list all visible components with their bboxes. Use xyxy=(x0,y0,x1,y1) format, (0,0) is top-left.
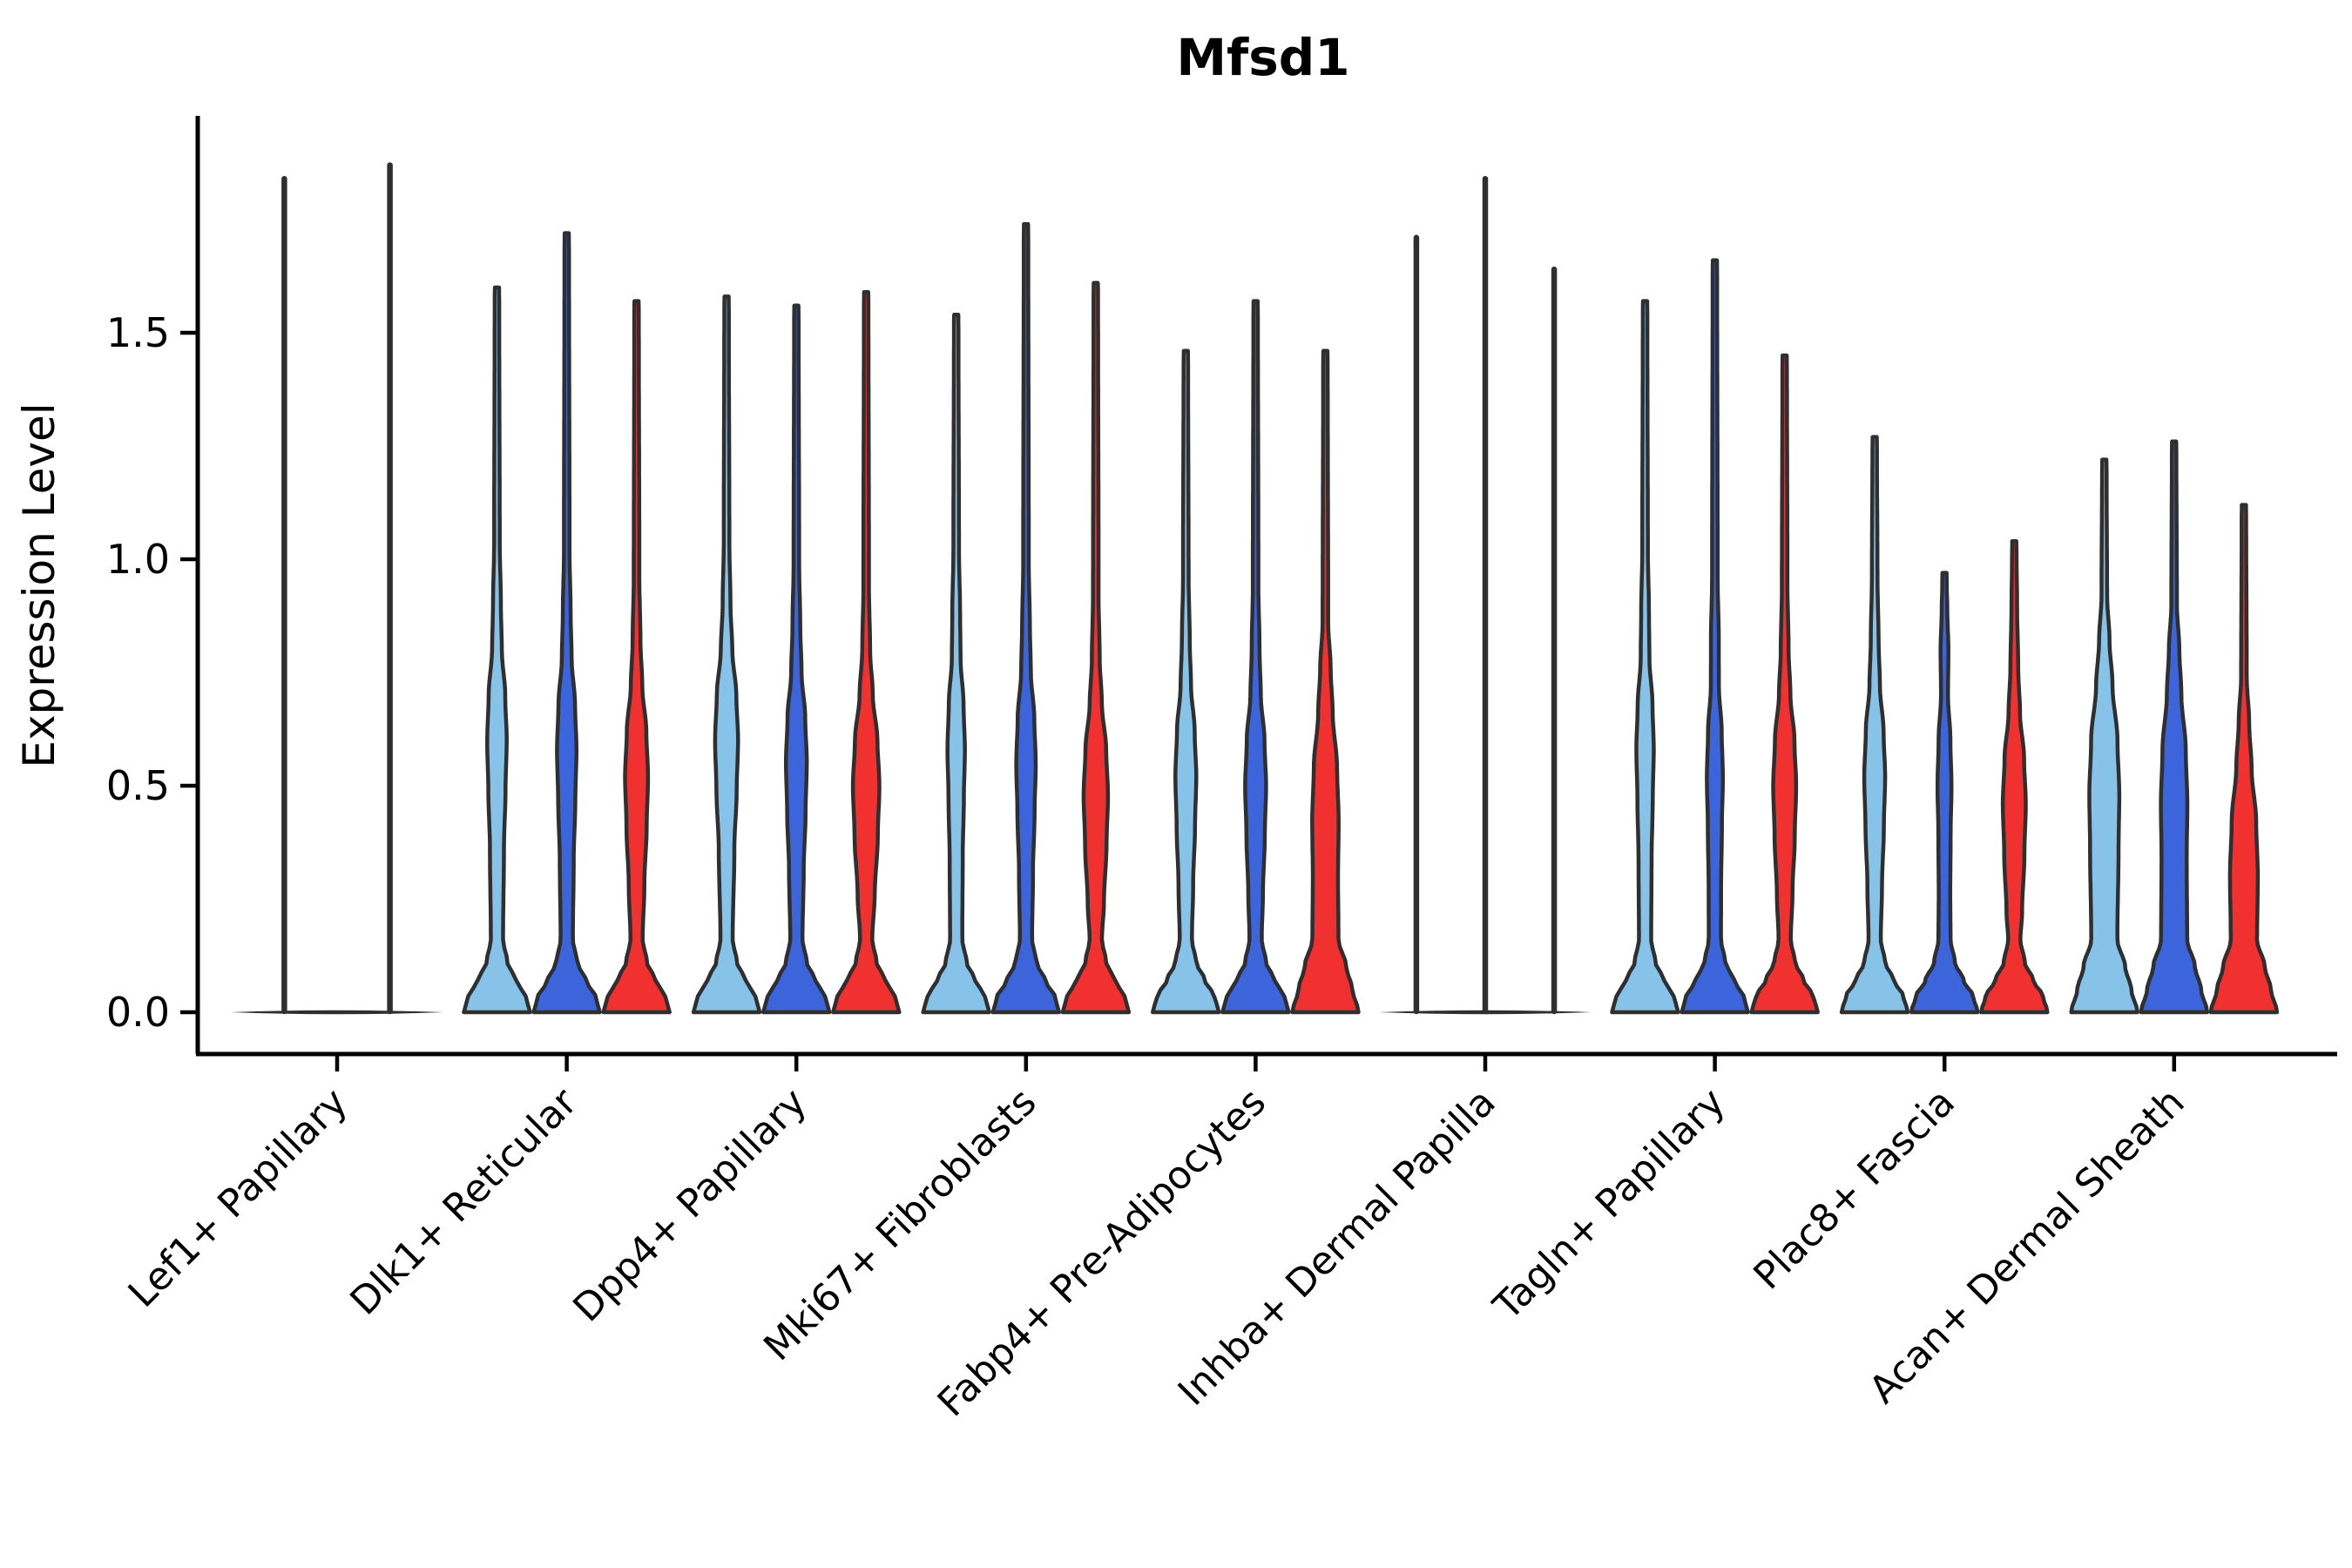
violin-sample-royal-blue xyxy=(760,303,832,1015)
violin-sample-royal-blue xyxy=(1680,258,1750,1015)
x-tick-label: Lef1+ Papillary xyxy=(120,1080,356,1316)
violin-sample-light-blue xyxy=(691,294,762,1015)
x-tick-label: Plac8+ Fascia xyxy=(1745,1080,1963,1299)
collapsed-violin-baseline xyxy=(231,1010,443,1015)
x-tick-label: Tagln+ Papillary xyxy=(1484,1080,1734,1329)
violin-group xyxy=(462,231,672,1015)
violin-sample-red xyxy=(1290,348,1361,1015)
y-tick-label: 0.0 xyxy=(106,989,170,1036)
violin-sample-red xyxy=(1060,280,1132,1015)
violin-group xyxy=(231,162,443,1015)
y-tick-label: 0.5 xyxy=(106,762,170,809)
violin-group xyxy=(1610,258,1820,1015)
violin-sample-royal-blue xyxy=(990,221,1062,1015)
x-tick-label: Dpp4+ Papillary xyxy=(564,1080,815,1331)
y-tick-label: 1.0 xyxy=(106,536,170,583)
violin-sample-light-blue xyxy=(921,312,991,1015)
violin-sample-red xyxy=(1749,353,1820,1015)
violin-sample-light-blue xyxy=(1151,348,1221,1015)
y-axis-label: Expression Level xyxy=(14,402,64,767)
violin-sample-royal-blue xyxy=(531,231,602,1015)
violin-group xyxy=(1839,435,2050,1015)
violin-sample-light-blue xyxy=(2069,457,2139,1015)
violin-sample-light-blue xyxy=(1839,435,1910,1015)
violin-sample-red xyxy=(2208,503,2280,1015)
violin-sample-light-blue xyxy=(462,285,532,1015)
violin-group xyxy=(921,221,1132,1015)
violin-group xyxy=(691,289,902,1015)
chart-title: Mfsd1 xyxy=(1176,28,1349,87)
x-tick-label: Dlk1+ Reticular xyxy=(341,1079,586,1324)
violin-sample-royal-blue xyxy=(1909,571,1980,1015)
violin-sample-red xyxy=(601,299,672,1015)
violin-sample-royal-blue xyxy=(2139,439,2210,1015)
violin-group xyxy=(1151,299,1361,1015)
violin-sample-royal-blue xyxy=(1220,299,1291,1015)
violin-sample-red xyxy=(831,289,902,1015)
y-tick-label: 1.5 xyxy=(106,309,170,356)
violin-sample-light-blue xyxy=(1610,299,1680,1015)
axes xyxy=(180,116,2337,1071)
violin-sample-red xyxy=(1979,538,2050,1015)
violin-group xyxy=(2069,439,2280,1015)
violin-group xyxy=(1379,175,1592,1015)
violins xyxy=(231,162,2280,1015)
